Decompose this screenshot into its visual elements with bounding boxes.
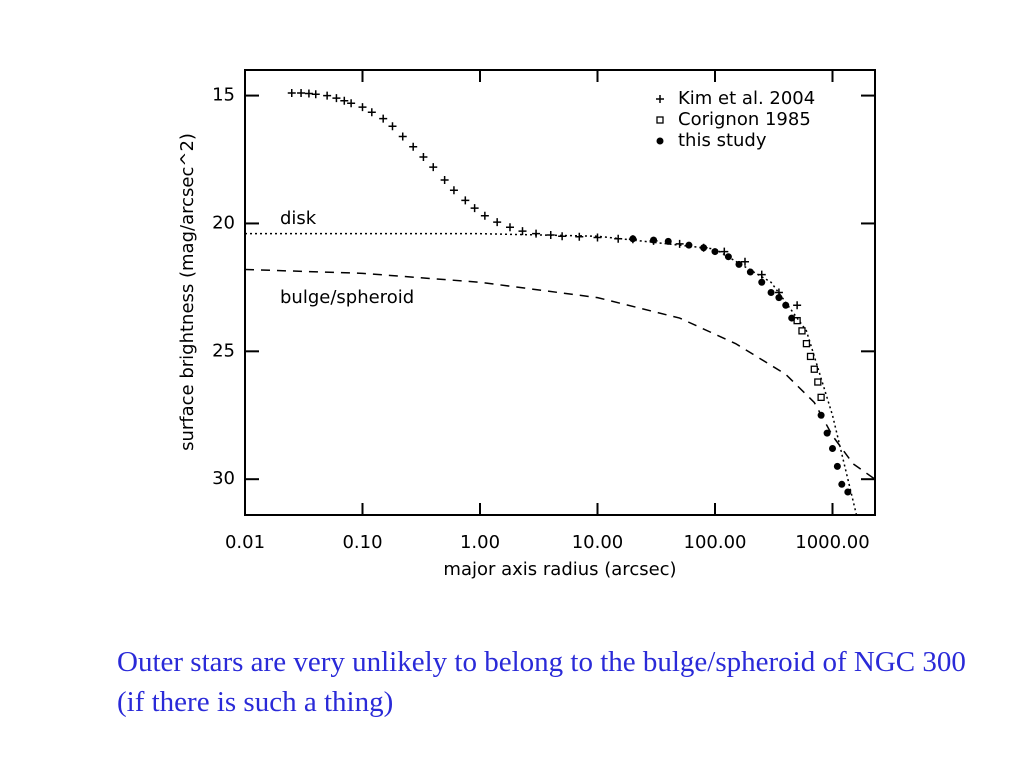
model-line	[244, 268, 876, 480]
plus-point	[575, 232, 584, 241]
plus-point	[323, 91, 332, 100]
plus-point	[311, 90, 320, 99]
line-label: disk	[280, 208, 317, 229]
square-point	[802, 339, 811, 348]
plus-point	[518, 227, 527, 236]
y-axis-label: surface brightness (mag/arcsec^2)	[177, 133, 198, 451]
dot-point	[844, 488, 852, 496]
plus-point	[304, 89, 313, 98]
plus-point	[656, 95, 664, 103]
plus-point	[332, 94, 341, 103]
dot-point	[828, 445, 836, 453]
caption: Outer stars are very unlikely to belong …	[117, 646, 966, 718]
dot-point	[758, 278, 766, 286]
plus-point	[287, 89, 296, 98]
plus-point	[480, 211, 489, 220]
legend-label: this study	[678, 130, 767, 151]
x-tick-label: 10.00	[572, 532, 624, 553]
plus-point	[367, 108, 376, 117]
x-tick-label: 1.00	[460, 532, 500, 553]
model-line	[245, 232, 858, 516]
plus-point	[558, 232, 567, 241]
plus-point	[493, 218, 502, 227]
plus-point	[532, 229, 541, 238]
plus-point	[740, 257, 749, 266]
y-tick-label: 30	[212, 468, 235, 489]
plus-point	[419, 152, 428, 161]
square-point	[817, 393, 825, 402]
dot-point	[823, 429, 831, 437]
dot-point	[833, 462, 841, 470]
plot-frame	[244, 69, 876, 516]
plus-point	[440, 175, 449, 184]
chart: major axis radius (arcsec) surface brigh…	[177, 69, 876, 580]
legend-label: Corignon 1985	[678, 109, 811, 130]
dot-point	[711, 248, 719, 256]
plus-point	[409, 142, 418, 151]
x-tick-label: 1000.00	[795, 532, 869, 553]
dot-point	[700, 244, 708, 252]
plus-point	[297, 89, 306, 98]
plus-point	[793, 301, 802, 310]
square-point	[656, 116, 664, 124]
plus-point	[398, 132, 407, 141]
dot-point	[775, 294, 783, 302]
plus-point	[388, 122, 397, 131]
y-tick-label: 25	[212, 340, 235, 361]
plus-point	[470, 204, 479, 213]
legend-label: Kim et al. 2004	[678, 88, 815, 109]
dot-point	[782, 301, 790, 309]
plus-point	[379, 114, 388, 123]
plus-point	[593, 233, 602, 242]
plus-point	[358, 103, 367, 112]
dot-point	[838, 480, 846, 488]
plus-point	[429, 163, 438, 172]
x-axis-label: major axis radius (arcsec)	[443, 559, 676, 580]
line-label: bulge/spheroid	[280, 287, 414, 308]
square-point	[814, 378, 822, 386]
dot-point	[788, 314, 796, 322]
dot-point	[746, 268, 754, 276]
plus-point	[675, 239, 684, 248]
x-tick-label: 100.00	[684, 532, 747, 553]
square-point	[798, 327, 806, 335]
plus-point	[461, 196, 470, 205]
plus-point	[449, 186, 458, 195]
square-point	[806, 352, 815, 361]
x-tick-label: 0.10	[342, 532, 382, 553]
y-tick-label: 20	[212, 212, 235, 233]
dot-point	[767, 289, 775, 296]
dot-point	[656, 137, 664, 145]
plus-point	[347, 99, 356, 108]
x-tick-label: 0.01	[225, 532, 265, 553]
dot-point	[629, 235, 637, 243]
y-tick-label: 15	[212, 85, 235, 106]
square-point	[810, 365, 818, 373]
plus-point	[340, 96, 349, 105]
plus-point	[505, 223, 514, 232]
